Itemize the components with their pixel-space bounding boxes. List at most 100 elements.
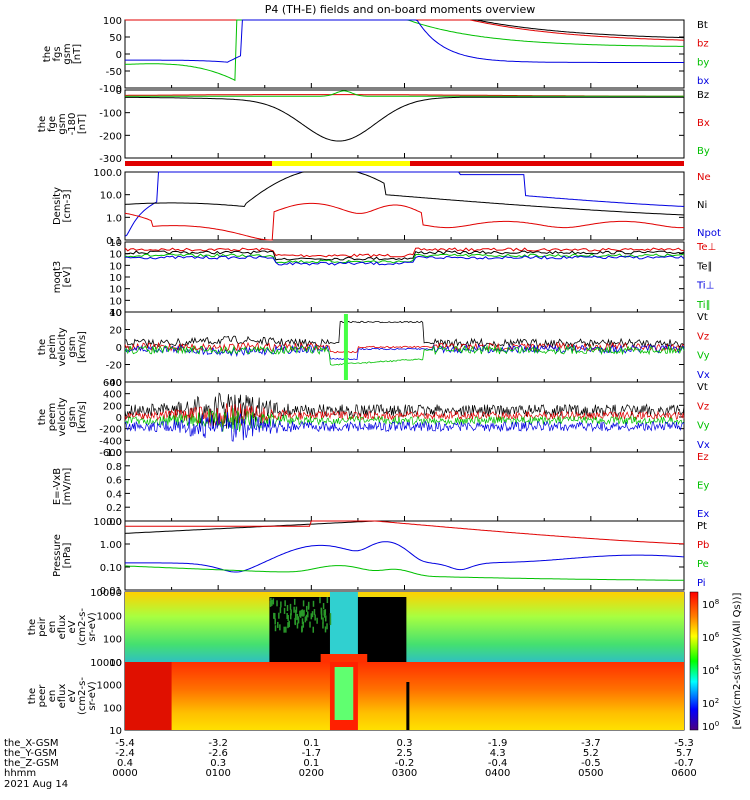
ion-noise (294, 614, 297, 621)
ephemeris-row-label: the_Y-GSM (4, 748, 57, 759)
ephemeris-value: -0.5 (581, 758, 601, 769)
colorbar-tick-exponent: 6 (715, 631, 720, 639)
ion-noise (279, 624, 281, 631)
y-tick-label: -20 (106, 361, 122, 372)
y-tick-label: -200 (99, 131, 122, 142)
y-tick-label: 10 (109, 285, 122, 296)
y-tick-label: 100 (103, 635, 122, 646)
ephemeris-value: 0300 (392, 768, 417, 779)
ion-noise (310, 613, 313, 620)
y-axis-label-line: [cm-3] (62, 189, 73, 222)
y-axis-label-line: eV (67, 689, 78, 702)
ion-noise (312, 626, 315, 633)
ion-noise (314, 614, 316, 621)
ephemeris-value: -5.4 (115, 738, 135, 749)
colorbar-tick-label: 106 (702, 631, 720, 644)
series-line (124, 392, 685, 429)
ephemeris-value: -0.7 (674, 758, 694, 769)
ion-noise (322, 622, 324, 629)
ion-noise (313, 609, 316, 616)
series-line (124, 247, 685, 258)
y-tick-label: -400 (99, 436, 122, 447)
y-axis-label-line: sr-eV) (87, 681, 98, 710)
ephemeris-value: 4.3 (490, 748, 506, 759)
ion-low-energy (320, 654, 368, 662)
ephemeris-value: -2.6 (208, 748, 228, 759)
ephemeris-value: 0.3 (397, 738, 413, 749)
y-axis-label-line: peem (47, 403, 58, 431)
y-tick-label: 10 (109, 238, 122, 249)
panel-p8: 10.00 1.00 0.10 0.01 Pressure[nPa] Pt Pb Pe Pi (52, 517, 709, 597)
ion-noise (309, 621, 311, 628)
ephemeris-value: -1.9 (488, 738, 508, 749)
ion-noise (326, 597, 329, 604)
ion-noise (283, 607, 286, 614)
colorbar-tick-exponent: 2 (715, 697, 719, 705)
y-axis-label-line: the (42, 46, 53, 62)
ion-noise (271, 599, 273, 606)
ion-noise (322, 617, 324, 624)
y-axis-label-line: [km/s] (77, 331, 88, 363)
ephemeris-value: 0600 (671, 768, 696, 779)
ion-noise (273, 613, 276, 620)
y-axis-label-line: [nT] (72, 44, 83, 64)
y-axis-label-line: [mV/m] (62, 468, 73, 506)
y-tick-label: 100.0 (93, 168, 122, 179)
y-axis-label-line: peer (37, 684, 48, 708)
y-axis-label-line: velocity (57, 327, 68, 366)
series-line (125, 541, 685, 573)
y-tick-label: 0.1 (106, 236, 122, 247)
series-line (124, 341, 685, 354)
y-axis-label-line: peim (47, 334, 58, 359)
y-tick-label: -100 (99, 84, 122, 95)
ion-noise (300, 610, 303, 617)
colorbar-tick-label: 108 (702, 598, 719, 611)
y-axis-label-line: -180 (67, 113, 78, 136)
y-tick-label: -100 (99, 109, 122, 120)
ion-noise (305, 614, 308, 621)
ion-noise (274, 618, 276, 625)
electron-spectrogram-bg (125, 662, 684, 730)
legend-entry: Bt (697, 20, 708, 31)
ion-noise (307, 603, 310, 610)
y-axis-label-line: moqt3 (52, 261, 63, 294)
legend-entry: Ey (697, 481, 709, 492)
y-tick-label: 0.2 (106, 503, 122, 514)
y-axis-label-line: [nT] (77, 114, 88, 134)
y-axis-label-line: en (47, 621, 58, 634)
colorbar-scale (689, 591, 699, 731)
ion-noise (278, 612, 280, 619)
panel-p1: 100 50 0 -50 -100 thefgsgsm[nT] Bt bz by bx (42, 16, 709, 95)
colorbar-tick-label: 104 (702, 664, 720, 677)
ion-noise (296, 613, 299, 620)
y-axis-label-line: gsm (67, 406, 78, 427)
region-bar-segment-1 (125, 161, 272, 166)
region-bar (125, 161, 684, 166)
ion-noise (288, 620, 290, 627)
y-tick-label: 10000 (90, 588, 122, 599)
ion-noise (302, 621, 305, 628)
y-axis-label-line: E=-VxB (52, 468, 63, 505)
y-tick-label: -600 (99, 448, 122, 459)
legend-entry: Vx (697, 440, 710, 451)
ion-noise (323, 611, 326, 618)
y-tick-label: 0 (116, 86, 122, 97)
y-tick-label: 10000 (90, 658, 122, 669)
y-axis-label-line: en (47, 690, 58, 703)
ion-noise (322, 603, 325, 610)
colorbar-tick-exponent: 0 (715, 720, 719, 728)
y-tick-label: 0.01 (100, 586, 122, 597)
ion-noise (326, 623, 328, 630)
legend-entry: Vx (697, 370, 710, 381)
y-tick-label: 0.6 (106, 476, 122, 487)
ion-noise (301, 618, 304, 625)
y-tick-label: 1.0 (106, 448, 122, 459)
y-tick-label: 0.8 (106, 462, 122, 473)
series-line (124, 565, 684, 581)
y-tick-label: 100 (103, 703, 122, 714)
y-tick-label: -200 (99, 425, 122, 436)
y-tick-label: 1000 (97, 681, 122, 692)
y-axis-label-line: the (37, 409, 48, 425)
legend-entry: Npot (697, 228, 721, 239)
y-axis-label-line: (cm2-s- (77, 677, 88, 715)
